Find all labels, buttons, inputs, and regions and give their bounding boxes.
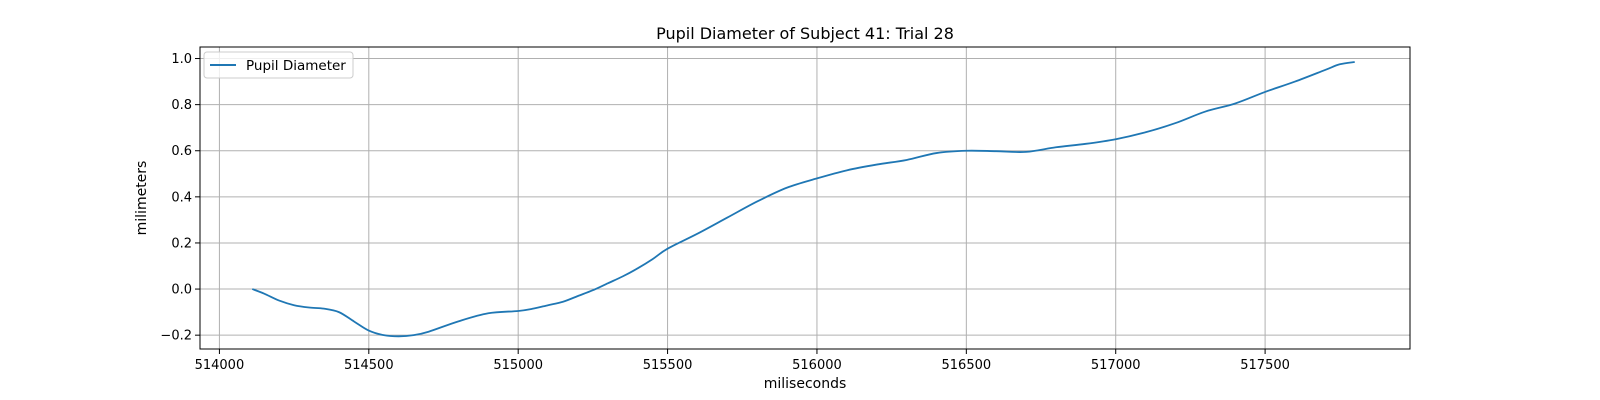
- series-line-pupil-diameter: [251, 61, 1355, 338]
- y-axis-label: milimeters: [134, 161, 150, 236]
- ticks: 514000 514500 515000 515500 516000 516500 5170…: [160, 52, 1289, 373]
- y-tick-label: 0.2: [171, 236, 192, 251]
- legend: Pupil Diameter: [203, 51, 354, 79]
- y-tick-label: −0.2: [160, 329, 192, 344]
- y-tick-label: 0.4: [171, 190, 192, 205]
- x-tick-label: 515000: [493, 358, 543, 373]
- y-tick-label: 1.0: [171, 52, 192, 67]
- y-tick-label: 0.6: [171, 144, 192, 159]
- legend-box: [203, 51, 354, 79]
- x-tick-label: 516500: [942, 358, 992, 373]
- x-tick-label: 517500: [1240, 358, 1290, 373]
- x-tick-label: 514500: [344, 358, 394, 373]
- x-tick-label: 514000: [195, 358, 245, 373]
- y-tick-label: 0.0: [171, 283, 192, 298]
- grid: [200, 47, 1410, 349]
- x-tick-label: 515500: [643, 358, 693, 373]
- legend-label: Pupil Diameter: [246, 58, 346, 74]
- x-tick-label: 517000: [1091, 358, 1141, 373]
- chart-title: Pupil Diameter of Subject 41: Trial 28: [656, 24, 954, 43]
- plot-frame: [199, 46, 1411, 350]
- x-axis-label: miliseconds: [764, 376, 847, 392]
- y-tick-label: 0.8: [171, 98, 192, 113]
- x-tick-label: 516000: [792, 358, 842, 373]
- series-layer: [251, 61, 1355, 338]
